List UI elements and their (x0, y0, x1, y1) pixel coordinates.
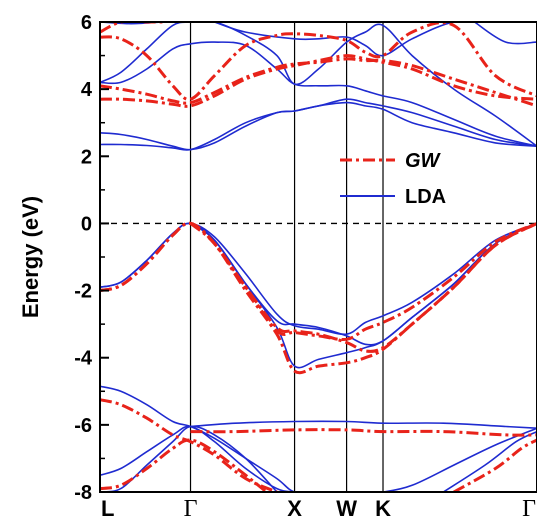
lda-band (100, 101, 537, 151)
lda-band (100, 222, 537, 369)
y-tick-label: -6 (74, 415, 92, 437)
gw-band (100, 22, 163, 34)
bands (100, 22, 537, 492)
lda-band (100, 385, 537, 492)
lda-band (442, 430, 537, 492)
y-tick-label: -4 (74, 348, 93, 370)
y-tick-label: 0 (81, 213, 92, 235)
kpoint-label: K (375, 496, 391, 521)
axes: -8 -6 -4 -2 0 2 4 6 L Γ X W K Γ (74, 12, 537, 522)
legend-lda-label: LDA (405, 186, 446, 208)
gw-band (100, 398, 278, 492)
lda-band (214, 22, 537, 57)
lda-band (100, 98, 537, 151)
lda-band (100, 425, 278, 492)
y-tick-label: 2 (81, 146, 92, 168)
y-axis-label: Energy (eV) (18, 196, 43, 318)
kpoint-label: W (336, 496, 357, 521)
gw-band (453, 438, 537, 492)
plot-area (100, 22, 537, 492)
lda-band (474, 22, 537, 45)
gw-band (100, 54, 537, 108)
gw-band (100, 438, 268, 492)
kpoint-label: Γ (522, 496, 536, 522)
gw-band (100, 22, 537, 101)
kpoint-label: Γ (184, 496, 198, 522)
y-tick-label: -8 (74, 482, 92, 504)
lda-band (190, 420, 537, 429)
y-tick-label: 6 (81, 12, 92, 34)
gw-band (100, 221, 537, 375)
legend: GW LDA (340, 150, 446, 208)
gw-band (190, 428, 537, 437)
kpoint-label: L (101, 496, 114, 521)
lda-band (190, 222, 537, 346)
gw-band (100, 57, 537, 108)
lda-band (100, 22, 537, 147)
y-tick-label: -2 (74, 281, 92, 303)
kpoint-label: X (287, 496, 302, 521)
lda-band (100, 41, 537, 147)
y-tick-label: 4 (81, 79, 93, 101)
gw-band (189, 222, 537, 353)
legend-gw-label: GW (405, 150, 442, 172)
